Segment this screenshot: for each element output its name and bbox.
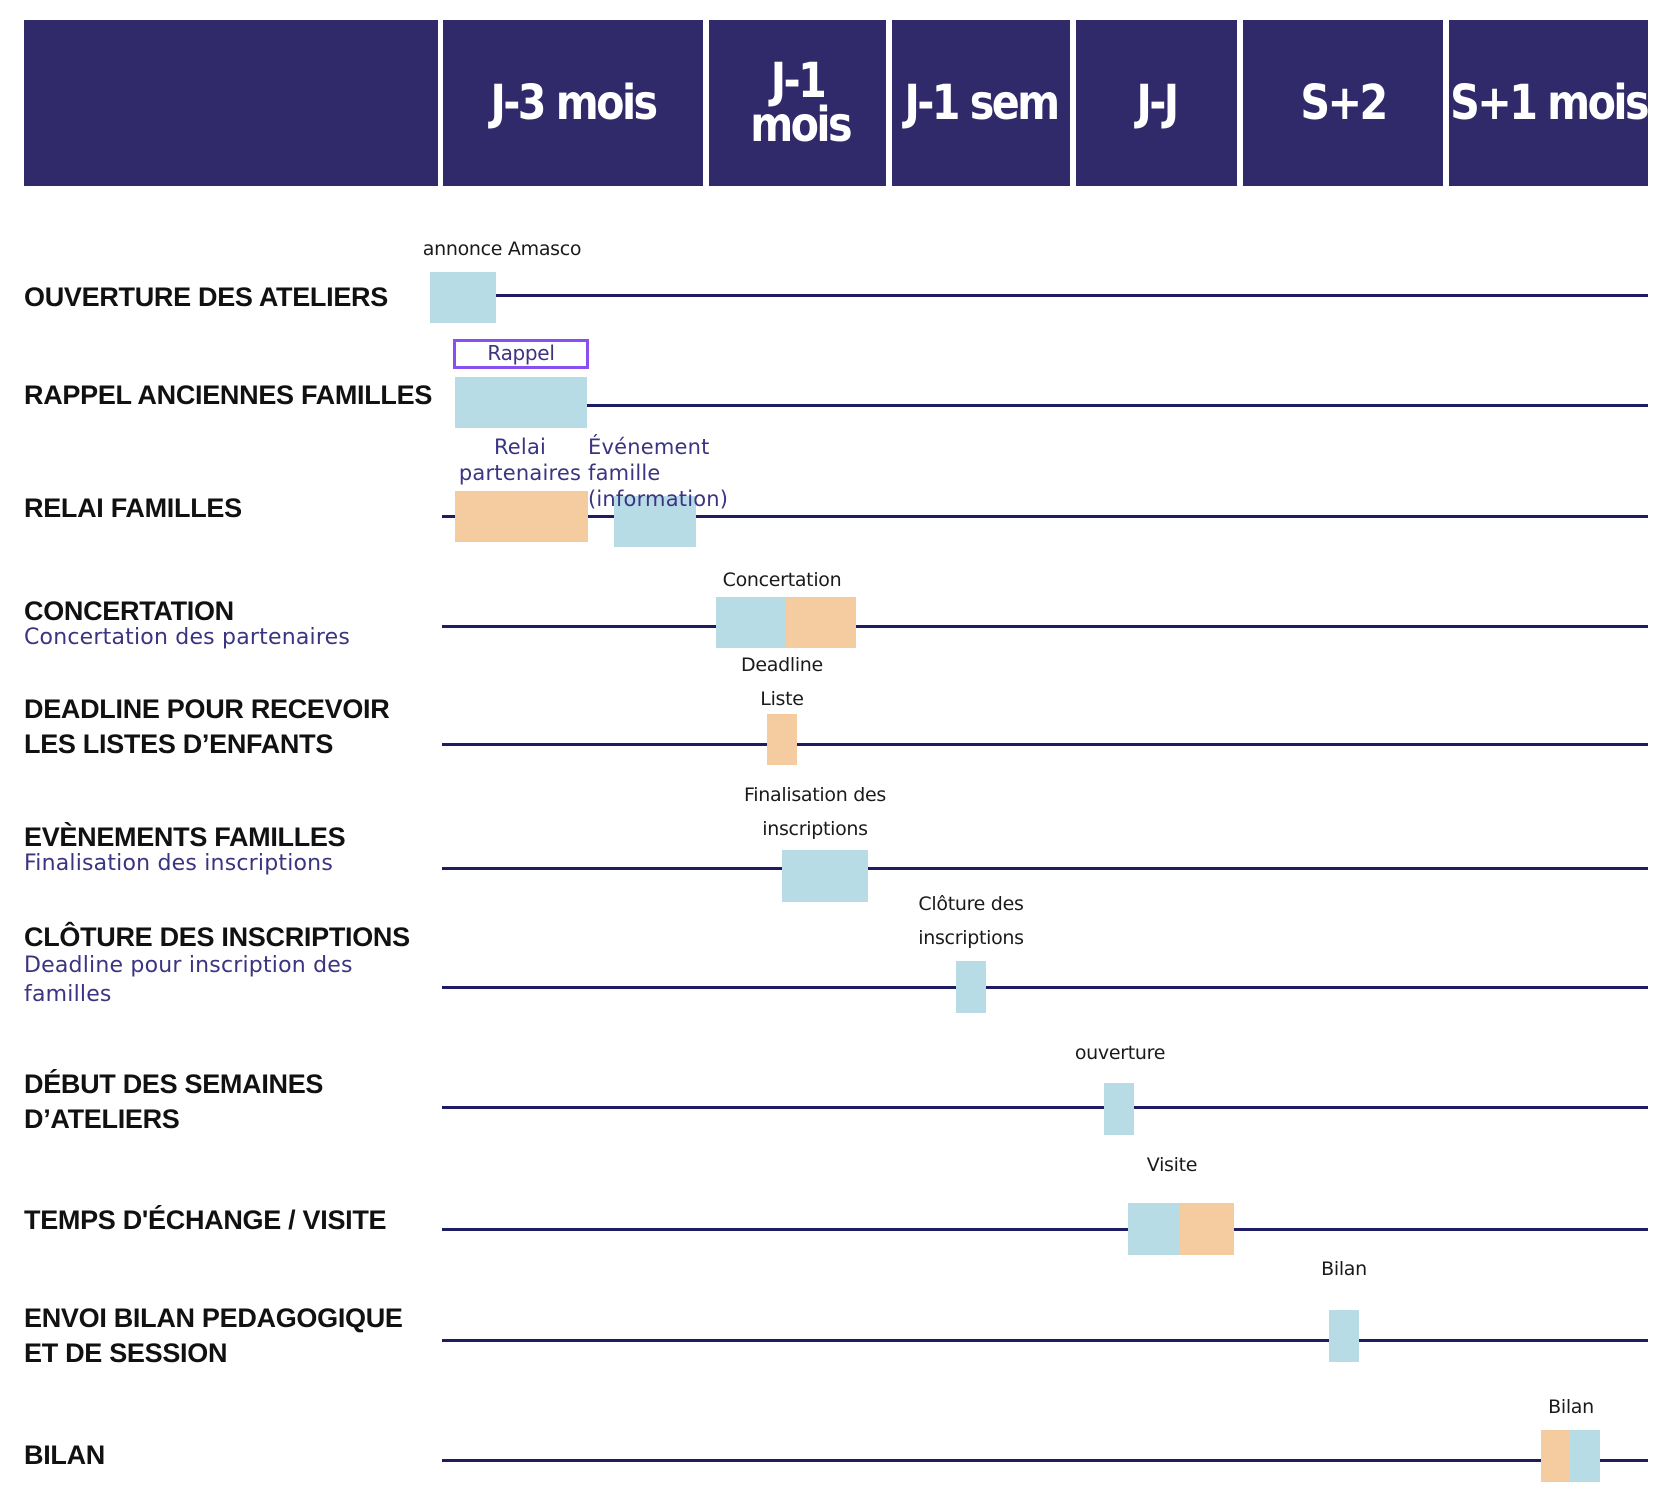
- bar-visite-orange: [1180, 1203, 1234, 1255]
- label-cloture: Clôture des inscriptions: [918, 893, 1024, 949]
- timeline-line-bilan: [442, 1459, 1648, 1462]
- row-title-ouverture: OUVERTURE DES ATELIERS: [24, 282, 388, 312]
- row-title-envoi-bilan: ENVOI BILAN PEDAGOGIQUE ET DE SESSION: [24, 1303, 403, 1368]
- header-label-j1mois: J-1 mois: [721, 20, 873, 186]
- header-cell-j1mois: [709, 20, 886, 186]
- label-bilan: Bilan: [1548, 1396, 1594, 1418]
- bar-envoi-bilan: [1329, 1310, 1359, 1362]
- row-title-evenements: EVÈNEMENTS FAMILLES: [24, 822, 346, 852]
- bar-cloture: [956, 961, 986, 1013]
- bar-bilan-blue: [1570, 1430, 1600, 1482]
- row-title-deadline: DEADLINE POUR RECEVOIR LES LISTES D’ENFA…: [24, 694, 390, 759]
- header-cell-s2: [1243, 20, 1443, 186]
- row-title-rappel: RAPPEL ANCIENNES FAMILLES: [24, 380, 433, 410]
- timeline-line-deadline: [442, 743, 1648, 746]
- timeline-line-envoi-bilan: [442, 1339, 1648, 1342]
- bar-deadline-liste: [767, 714, 797, 765]
- label-annonce-amasco: annonce Amasco: [422, 238, 582, 260]
- label-concertation: Concertation: [722, 569, 842, 591]
- label-visite: Visite: [1146, 1154, 1198, 1176]
- row-title-bilan: BILAN: [24, 1440, 105, 1470]
- row-title-concertation: CONCERTATION: [24, 596, 234, 626]
- header-cell-j1sem: [892, 20, 1070, 186]
- row-subtitle-concertation: Concertation des partenaires: [24, 625, 350, 650]
- label-ouverture-ateliers: ouverture: [1074, 1042, 1166, 1064]
- header-label-s2: S+2: [1300, 75, 1388, 131]
- row-subtitle-cloture: Deadline pour inscription des familles: [24, 953, 353, 1007]
- row-title-debut: DÉBUT DES SEMAINES D’ATELIERS: [24, 1069, 324, 1134]
- timeline-line-concertation: [442, 625, 1648, 628]
- bar-annonce-amasco: [430, 272, 496, 323]
- header-label-s1mois: S+1 mois: [1450, 75, 1649, 131]
- header-label-j1mois-text: J-1 mois: [750, 53, 852, 153]
- label-rappel: Rappel: [453, 339, 589, 369]
- row-subtitle-evenements: Finalisation des inscriptions: [24, 851, 333, 876]
- row-title-visite: TEMPS D'ÉCHANGE / VISITE: [24, 1205, 387, 1235]
- timeline-line-rappel: [580, 404, 1648, 407]
- header-cell-jj: [1076, 20, 1237, 186]
- header-label-j1sem: J-1 sem: [904, 75, 1060, 131]
- bar-concertation-blue: [716, 597, 786, 648]
- header-cell-j3mois: [443, 20, 703, 186]
- label-relai-partenaires: Relai partenaires: [458, 435, 582, 485]
- row-title-cloture: CLÔTURE DES INSCRIPTIONS: [24, 922, 410, 952]
- timeline-line-cloture: [442, 986, 1648, 989]
- label-finalisation: Finalisation des inscriptions: [744, 784, 886, 840]
- header-cell-s1mois: [1449, 20, 1648, 186]
- timeline-line-debut: [442, 1106, 1648, 1109]
- bar-visite-blue: [1128, 1203, 1181, 1255]
- header-label-jj: J-J: [1136, 75, 1179, 131]
- bar-concertation-orange: [786, 597, 856, 648]
- bar-bilan-orange: [1541, 1430, 1571, 1482]
- bar-ouverture-ateliers: [1104, 1083, 1134, 1135]
- bar-evenement-famille: [614, 496, 696, 547]
- bar-finalisation: [782, 850, 868, 902]
- timeline-line-visite: [442, 1228, 1648, 1231]
- bar-rappel: [455, 377, 587, 428]
- row-title-relai: RELAI FAMILLES: [24, 493, 242, 523]
- timeline-line-evenements: [442, 867, 1648, 870]
- bar-relai-partenaires: [455, 491, 588, 542]
- header-label-j3mois: J-3 mois: [490, 75, 658, 131]
- timeline-line-ouverture: [490, 294, 1648, 297]
- label-envoi-bilan: Bilan: [1321, 1258, 1367, 1280]
- label-evenement-famille: Événement famille (information): [588, 435, 729, 511]
- timeline-line-relai: [442, 515, 1648, 518]
- label-deadline-liste: Deadline Liste: [741, 654, 823, 710]
- header-corner-cell: [24, 20, 438, 186]
